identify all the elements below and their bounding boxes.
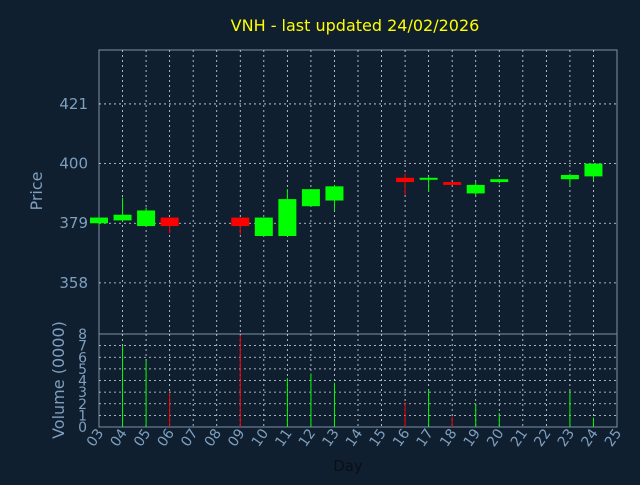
candle-body [137,210,156,227]
day-tick-label: 12 [296,426,319,450]
day-tick-label: 20 [484,426,507,450]
day-tick-label: 05 [131,426,154,450]
volume-tick-label: 1 [78,408,87,424]
day-tick-label: 21 [508,426,531,450]
price-panel: 358 379 400 421 [59,49,618,335]
volume-tick-label: 5 [78,362,87,378]
price-tick-label: 421 [59,95,88,113]
price-tick-label: 400 [59,155,88,173]
day-tick-label: 19 [461,426,484,450]
volume-tick-label: 2 [78,397,87,413]
day-tick-label: 17 [414,426,437,450]
day-tick-label: 07 [178,426,201,450]
day-tick-label: 11 [272,426,295,450]
day-tick-label: 23 [555,426,578,450]
day-tick-label: 14 [343,426,366,450]
day-tick-label: 13 [319,426,342,450]
volume-tick-label: 4 [78,374,87,390]
price-tick-label: 379 [59,214,88,232]
day-tick-label: 16 [390,426,413,450]
volume-tick-label: 3 [78,385,87,401]
day-tick-label: 03 [84,426,107,450]
volume-axis-label: Volume (0000) [49,321,68,439]
candle-body [396,177,415,183]
day-tick-label: 22 [531,426,554,450]
day-tick-label: 15 [366,426,389,450]
candle-body [325,186,344,201]
candle-body [584,163,603,177]
price-tick-label: 358 [59,274,88,292]
candle-body [160,217,179,227]
candle-body [301,189,320,207]
day-tick-label: 06 [155,426,178,450]
candle-body [254,217,273,237]
candle-body [278,199,297,237]
price-axis-label: Price [27,171,46,210]
candle-body [231,217,250,227]
candle-body [113,214,132,221]
volume-tick-label: 8 [78,327,87,343]
candle-body [466,184,485,194]
day-tick-label: 04 [107,426,130,450]
candle-body [443,182,462,185]
day-tick-label: 18 [437,426,460,450]
day-tick-label: 09 [225,426,248,450]
day-axis-label: Day [333,457,363,475]
volume-tick-label: 0 [78,420,87,436]
candle-body [419,177,438,180]
volume-tick-label: 7 [78,339,87,355]
x-axis-ticks: 03 04 05 06 07 08 09 10 11 12 13 14 15 16 17 18 19 20 21 22… [84,426,625,450]
candle-body [560,174,579,180]
candle-body [90,217,108,224]
day-tick-label: 08 [202,426,225,450]
day-tick-label: 10 [249,426,272,450]
volume-tick-label: 6 [78,350,87,366]
day-tick-label: 24 [578,426,601,450]
day-tick-label: 25 [602,426,625,450]
chart-title: VNH - last updated 24/02/2026 [231,16,480,35]
candle-body [490,179,509,183]
